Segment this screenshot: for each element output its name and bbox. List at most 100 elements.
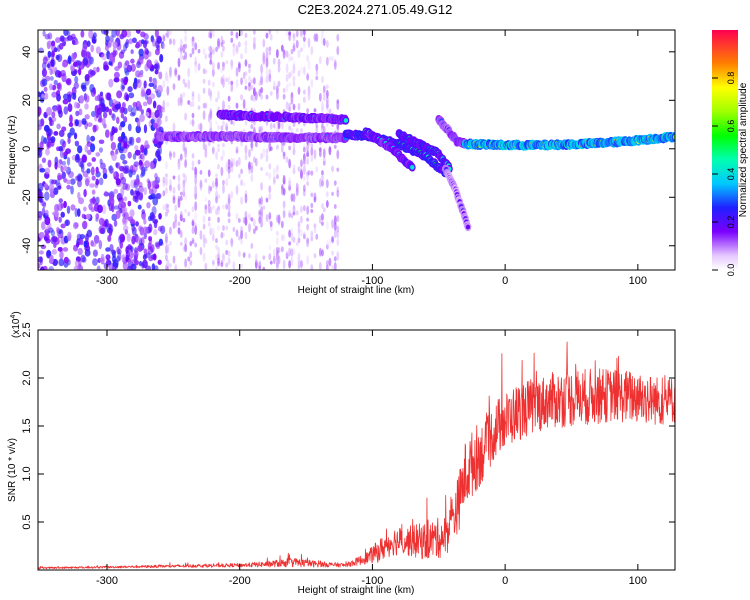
spectrogram-ridge-cell — [672, 134, 675, 140]
spectrogram-noise-cell — [120, 153, 126, 161]
spectrogram-faint-cell — [306, 205, 310, 215]
spectrogram-noise-cell — [73, 265, 80, 270]
spectrogram-faint-cell — [272, 167, 276, 177]
spectrogram-faint-cell — [227, 210, 231, 217]
spectrogram-faint-cell — [292, 103, 296, 111]
spectrogram-noise-cell — [70, 185, 74, 195]
spectrogram-noise-cell — [154, 176, 161, 184]
spectrogram-noise-cell — [153, 265, 159, 270]
spectrogram-noise-cell — [105, 247, 111, 252]
spectrogram-faint-cell — [300, 32, 303, 39]
spectrogram-faint-cell — [166, 203, 170, 209]
spectrogram-faint-cell — [211, 61, 215, 71]
spectrogram-faint-cell — [179, 38, 183, 48]
spectrogram-noise-cell — [99, 257, 105, 264]
spectrogram-faint-cell — [297, 228, 301, 238]
spectrogram-noise-cell — [120, 112, 125, 119]
spectrogram-noise-cell — [86, 122, 93, 127]
spectrogram-noise-cell — [125, 94, 130, 102]
spectrogram-faint-cell — [275, 164, 279, 171]
spectrogram-faint-cell — [217, 125, 220, 131]
spectrogram-faint-cell — [209, 51, 213, 61]
spectrogram-faint-cell — [325, 264, 329, 270]
spectrogram-noise-cell — [92, 124, 97, 133]
spectrogram-noise-cell — [120, 78, 125, 84]
spectrogram-faint-cell — [166, 208, 170, 214]
spectrogram-faint-cell — [331, 250, 334, 256]
spectrogram-noise-cell — [43, 183, 49, 189]
spectrogram-noise-cell — [84, 144, 89, 153]
spectrogram-noise-cell — [57, 44, 61, 53]
spectrogram-faint-cell — [248, 213, 251, 221]
spectrogram-faint-cell — [220, 125, 224, 132]
spectrogram-faint-cell — [292, 33, 296, 42]
spectrogram-faint-cell — [288, 260, 292, 269]
spectrogram-noise-cell — [43, 236, 48, 241]
spectrogram-noise-cell — [109, 164, 114, 174]
spectrogram-faint-cell — [172, 186, 176, 195]
spectrogram-faint-cell — [292, 75, 296, 83]
spectrogram-faint-cell — [237, 41, 241, 48]
spectrogram-faint-cell — [300, 47, 303, 53]
spectrogram-noise-cell — [84, 245, 91, 252]
spectrogram-faint-cell — [232, 119, 236, 127]
spectrogram-noise-cell — [89, 56, 94, 65]
y-tick-label: 2.0 — [21, 370, 33, 385]
spectrogram-noise-cell — [39, 197, 44, 204]
spectrogram-faint-cell — [222, 179, 225, 186]
colorbar: 0.0 0.2 0.4 0.6 0.8 Normalized spectral ampl… — [712, 30, 749, 276]
spectrogram-noise-cell — [154, 172, 158, 180]
spectrogram-noise-cell — [67, 103, 73, 112]
spectrogram-faint-cell — [275, 174, 279, 180]
spectrogram-faint-cell — [184, 43, 188, 50]
spectrogram-faint-cell — [302, 96, 306, 103]
spectrogram-faint-cell — [215, 97, 218, 103]
spectrogram-noise-cell — [60, 165, 64, 173]
spectrogram-noise-cell — [96, 66, 100, 73]
spectrogram-noise-cell — [81, 213, 86, 219]
spectrogram-faint-cell — [209, 185, 213, 192]
spectrogram-faint-cell — [280, 146, 284, 153]
spectrogram-faint-cell — [306, 108, 310, 114]
spectrogram-faint-cell — [322, 38, 326, 47]
spectrogram-noise-cell — [48, 83, 53, 91]
spectrogram-noise-cell — [131, 169, 136, 176]
spectrogram-faint-cell — [184, 51, 188, 60]
spectrogram-faint-cell — [292, 236, 296, 243]
spectrogram-noise-cell — [38, 106, 42, 116]
spectrogram-faint-cell — [232, 261, 236, 270]
spectrogram-noise-cell — [77, 191, 81, 200]
spectrogram-faint-cell — [217, 205, 220, 211]
spectrogram-noise-cell — [91, 36, 97, 44]
spectrogram-faint-cell — [321, 30, 324, 37]
x-tick-label: -300 — [96, 275, 118, 287]
spectrogram-noise-cell — [46, 106, 52, 116]
spectrogram-faint-cell — [300, 206, 303, 213]
spectrogram-faint-cell — [225, 249, 229, 256]
spectrogram-faint-cell — [248, 253, 251, 259]
spectrogram-faint-cell — [290, 70, 294, 78]
spectrogram-faint-cell — [306, 255, 310, 265]
spectrogram-noise-cell — [90, 44, 94, 53]
spectrogram-faint-cell — [322, 94, 326, 102]
spectrogram-noise-cell — [105, 92, 111, 101]
spectrogram-noise-cell — [46, 63, 51, 69]
spectrogram-faint-cell — [313, 149, 317, 156]
spectrogram-noise-cell — [41, 207, 46, 217]
spectrogram-faint-cell — [189, 119, 193, 126]
spectrogram-faint-cell — [191, 36, 195, 42]
spectrogram-noise-cell — [66, 156, 71, 166]
spectrogram-faint-cell — [265, 213, 269, 220]
spectrogram-faint-cell — [318, 178, 322, 188]
spectrogram-noise-cell — [58, 146, 64, 152]
colorbar-gradient — [712, 30, 738, 270]
spectrogram-faint-cell — [250, 161, 254, 169]
spectrogram-noise-cell — [108, 196, 115, 207]
spectrogram-faint-cell — [265, 57, 269, 68]
spectrogram-faint-cell — [258, 260, 262, 267]
spectrogram-noise-cell — [112, 50, 117, 58]
spectrogram-faint-cell — [306, 72, 310, 82]
spectrogram-faint-cell — [211, 180, 215, 189]
spectrogram-faint-cell — [199, 179, 203, 189]
spectrogram-faint-cell — [310, 264, 314, 270]
